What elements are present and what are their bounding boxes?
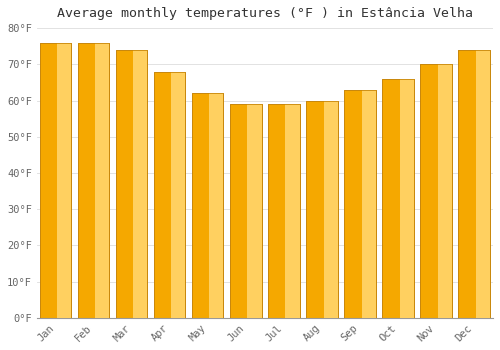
- Bar: [172, 71, 185, 318]
- Bar: [40, 43, 72, 318]
- Bar: [306, 100, 338, 318]
- Bar: [248, 104, 262, 318]
- Bar: [458, 50, 490, 318]
- Bar: [268, 104, 300, 318]
- Bar: [78, 43, 110, 318]
- Bar: [420, 64, 452, 318]
- Bar: [192, 93, 224, 318]
- Bar: [306, 100, 338, 318]
- Bar: [154, 71, 186, 318]
- Bar: [286, 104, 300, 318]
- Bar: [230, 104, 262, 318]
- Bar: [420, 64, 452, 318]
- Bar: [268, 104, 300, 318]
- Bar: [116, 50, 148, 318]
- Bar: [438, 64, 452, 318]
- Bar: [154, 71, 186, 318]
- Bar: [58, 43, 71, 318]
- Bar: [382, 79, 414, 318]
- Bar: [192, 93, 224, 318]
- Bar: [116, 50, 148, 318]
- Bar: [96, 43, 110, 318]
- Bar: [78, 43, 110, 318]
- Bar: [476, 50, 490, 318]
- Bar: [230, 104, 262, 318]
- Title: Average monthly temperatures (°F ) in Estância Velha: Average monthly temperatures (°F ) in Es…: [57, 7, 473, 20]
- Bar: [134, 50, 147, 318]
- Bar: [324, 100, 338, 318]
- Bar: [400, 79, 413, 318]
- Bar: [344, 90, 376, 318]
- Bar: [458, 50, 490, 318]
- Bar: [40, 43, 72, 318]
- Bar: [344, 90, 376, 318]
- Bar: [382, 79, 414, 318]
- Bar: [362, 90, 376, 318]
- Bar: [210, 93, 224, 318]
